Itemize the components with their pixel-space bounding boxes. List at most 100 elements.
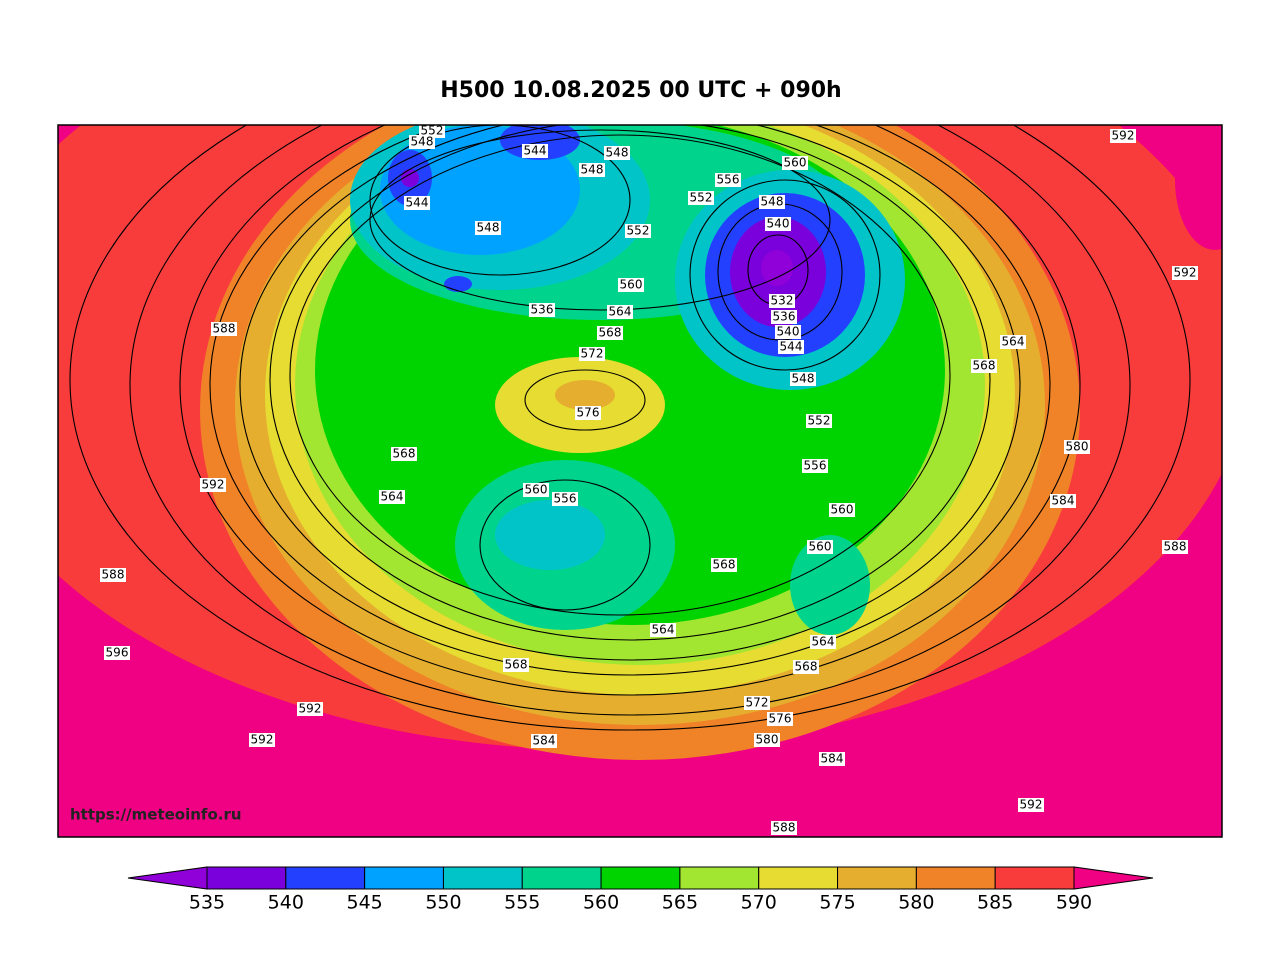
contour-label-box	[249, 733, 275, 747]
contour-label-box	[810, 635, 836, 649]
contour-label: 560	[620, 278, 643, 292]
contour-label: 588	[773, 821, 796, 835]
colorbar-label: 580	[898, 892, 934, 914]
colorbar-label: 545	[347, 892, 383, 914]
contour-label-box	[769, 294, 795, 308]
contour-label-box	[100, 568, 126, 582]
contour-label-box	[829, 503, 855, 517]
contour-line	[269, 125, 991, 641]
contour-label-box	[531, 734, 557, 748]
contour-label: 548	[411, 135, 434, 149]
colorbar-segment	[679, 866, 760, 890]
contour-label-box	[523, 483, 549, 497]
contour-label: 556	[554, 492, 577, 506]
colorbar-label: 550	[425, 892, 461, 914]
contour-label-box	[711, 558, 737, 572]
colorbar-label: 590	[1056, 892, 1092, 914]
contour-label: 548	[761, 195, 784, 209]
contour-line	[209, 125, 1051, 676]
colorbar-segment	[600, 866, 681, 890]
contour-label: 584	[821, 752, 844, 766]
height-field	[401, 169, 419, 187]
contour-label: 588	[1164, 540, 1187, 554]
contour-label-box	[404, 196, 430, 210]
colorbar-under	[127, 866, 208, 890]
contour-label: 584	[533, 734, 556, 748]
contour-label-box	[419, 125, 445, 138]
contour-label-box	[1172, 266, 1198, 280]
contour-label: 592	[299, 702, 322, 716]
contour-label-box	[607, 305, 633, 319]
contour-label: 552	[808, 414, 831, 428]
contour-label: 568	[973, 359, 996, 373]
contour-line	[479, 479, 651, 611]
contour-label: 560	[831, 503, 854, 517]
colorbar-segment	[915, 866, 996, 890]
contour-label-box	[475, 221, 501, 235]
colorbar-label: 540	[268, 892, 304, 914]
contour-label-box	[200, 478, 226, 492]
contour-label: 568	[713, 558, 736, 572]
map-frame	[57, 124, 1223, 838]
contour-label-box	[104, 646, 130, 660]
height-field	[444, 276, 472, 292]
contour-label: 596	[106, 646, 129, 660]
colorbar-segment	[285, 866, 366, 890]
contour-label-box	[503, 658, 529, 672]
height-field	[495, 500, 605, 570]
height-field	[761, 250, 793, 286]
contour-label: 560	[525, 483, 548, 497]
contour-line	[689, 179, 881, 371]
contour-label: 568	[795, 660, 818, 674]
contour-label: 592	[202, 478, 225, 492]
contour-line	[69, 125, 1191, 731]
contour-label: 532	[771, 294, 794, 308]
contour-label-box	[379, 490, 405, 504]
title: H500 10.08.2025 00 UTC + 090h	[440, 78, 841, 103]
colorbar-label: 565	[662, 892, 698, 914]
colorbar-segment	[442, 866, 523, 890]
contour-label: 556	[717, 173, 740, 187]
contour-label-box	[771, 821, 797, 835]
contour-label-box	[409, 135, 435, 149]
contour-label-box	[1018, 798, 1044, 812]
contour-label-box	[552, 492, 578, 506]
contour-label-box	[604, 146, 630, 160]
contour-label-box	[782, 156, 808, 170]
contour-line	[369, 129, 831, 311]
contour-label-box	[767, 712, 793, 726]
contour-label: 536	[773, 310, 796, 324]
contour-label: 556	[804, 459, 827, 473]
colorbar-segment	[994, 866, 1075, 890]
contour-label-box	[754, 733, 780, 747]
contour-label-box	[618, 278, 644, 292]
contour-line	[239, 125, 1021, 661]
contour-label: 536	[531, 303, 554, 317]
contour-label-box	[802, 459, 828, 473]
colorbar-label: 555	[504, 892, 540, 914]
height-field	[555, 380, 615, 410]
contour-label-box	[744, 696, 770, 710]
colorbar-label: 535	[189, 892, 225, 914]
contour-label-box	[778, 340, 804, 354]
contour-label-box	[715, 173, 741, 187]
contour-label: 588	[213, 322, 236, 336]
contour-label-box	[793, 660, 819, 674]
contour-label: 584	[1052, 494, 1075, 508]
colorbar-segment	[206, 866, 287, 890]
colorbar-label: 570	[741, 892, 777, 914]
contour-label-box	[522, 144, 548, 158]
contour-label: 568	[599, 326, 622, 340]
contour-label: 540	[777, 325, 800, 339]
contour-label: 548	[477, 221, 500, 235]
contour-label: 580	[1066, 440, 1089, 454]
contour-label: 592	[251, 733, 274, 747]
contour-label: 540	[767, 217, 790, 231]
colorbar-segment	[837, 866, 917, 890]
watermark: https://meteoinfo.ru	[70, 806, 242, 824]
contour-label-box	[771, 310, 797, 324]
contour-label: 548	[606, 146, 629, 160]
contour-label-box	[688, 191, 714, 205]
